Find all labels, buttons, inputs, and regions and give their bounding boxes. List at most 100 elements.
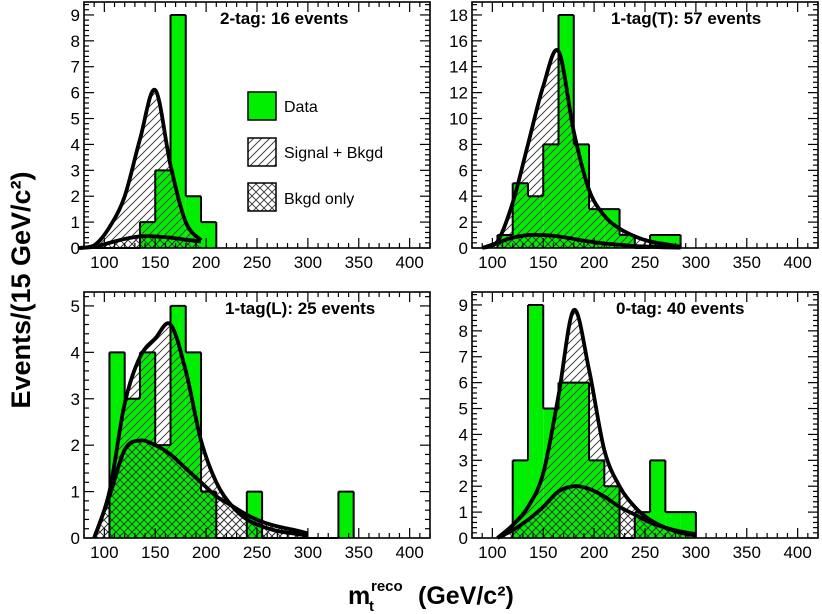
panel-title: 1-tag(L): 25 events	[225, 299, 375, 318]
x-tick-label: 150	[141, 253, 169, 272]
signal-plus-bkgd-curve	[481, 47, 681, 250]
x-tick-label: 100	[90, 543, 118, 562]
y-tick-label: 5	[459, 400, 468, 419]
x-tick-label: 150	[529, 543, 557, 562]
y-tick-label: 4	[71, 135, 80, 154]
data-histogram-outline	[496, 13, 682, 249]
x-axis-label-superscript: reco	[371, 578, 403, 595]
legend-data-swatch	[247, 91, 277, 121]
bkgd-only-curve	[481, 232, 681, 250]
x-tick-label: 350	[345, 543, 373, 562]
legend-signal-label: Signal + Bkgd	[284, 145, 383, 162]
panel-2: 100 150 200 250 300 350 400 0 2 4 6 8 10 12 14 16 18 1-ta…	[449, 1, 819, 272]
y-tick-label: 6	[459, 374, 468, 393]
y-tick-label: 7	[459, 348, 468, 367]
x-tick-label: 100	[478, 543, 506, 562]
x-tick-label: 150	[141, 543, 169, 562]
x-tick-label: 150	[529, 253, 557, 272]
legend-data-label: Data	[284, 99, 318, 116]
y-tick-label: 1	[71, 213, 80, 232]
x-tick-label: 250	[243, 543, 271, 562]
y-tick-label: 4	[71, 343, 80, 362]
y-tick-label: 0	[71, 239, 80, 258]
y-tick-label: 6	[71, 84, 80, 103]
x-tick-label: 200	[580, 543, 608, 562]
y-tick-label: 2	[71, 436, 80, 455]
y-tick-label: 10	[449, 110, 468, 129]
panel-4: 100 150 200 250 300 350 400 0 1 2 3 4 5 6 7 8 9 0-tag: 40…	[459, 291, 819, 562]
x-tick-label: 200	[580, 253, 608, 272]
y-tick-label: 4	[459, 187, 468, 206]
y-tick-label: 8	[459, 135, 468, 154]
x-tick-label: 400	[783, 543, 811, 562]
x-tick-label: 300	[682, 253, 710, 272]
y-tick-label: 3	[459, 451, 468, 470]
y-tick-label: 16	[449, 32, 468, 51]
x-tick-label: 350	[733, 543, 761, 562]
signal-plus-bkgd-curve	[78, 88, 203, 250]
y-tick-label: 9	[459, 296, 468, 315]
y-tick-label: 8	[71, 32, 80, 51]
y-tick-label: 5	[71, 110, 80, 129]
y-tick-label: 18	[449, 6, 468, 25]
x-tick-label: 400	[783, 253, 811, 272]
bkgd-only-curve	[496, 484, 697, 540]
x-tick-label: 250	[631, 543, 659, 562]
x-tick-label: 300	[682, 543, 710, 562]
data-bar	[201, 222, 217, 248]
y-tick-label: 6	[459, 161, 468, 180]
x-axis-label: m t reco (GeV/c²)	[348, 578, 514, 614]
data-bar	[650, 460, 666, 538]
panel-title: 0-tag: 40 events	[616, 299, 745, 318]
y-tick-label: 14	[449, 58, 468, 77]
y-tick-label: 0	[71, 529, 80, 548]
x-tick-label: 100	[478, 253, 506, 272]
signal-plus-bkgd-area	[497, 309, 696, 538]
x-tick-label: 250	[243, 253, 271, 272]
y-tick-label: 9	[71, 6, 80, 25]
y-tick-label: 3	[71, 161, 80, 180]
x-tick-label: 400	[395, 543, 423, 562]
y-tick-label: 1	[459, 503, 468, 522]
x-tick-label: 400	[395, 253, 423, 272]
legend: Data Signal + Bkgd Bkgd only	[247, 91, 383, 212]
panel-3: 100 150 200 250 300 350 400 0 1 2 3 4 5 1-tag(L): 25 …	[71, 291, 431, 562]
data-bar	[338, 491, 354, 538]
legend-bkgd-swatch	[247, 182, 277, 212]
x-axis-label-subscript: t	[369, 598, 374, 614]
x-tick-label: 300	[294, 543, 322, 562]
x-axis-label-units: (GeV/c²)	[418, 582, 514, 610]
y-tick-label: 5	[71, 297, 80, 316]
y-tick-label: 12	[449, 84, 468, 103]
legend-signal-swatch	[247, 137, 277, 167]
panel-1: 100 150 200 250 300 350 400 0 1 2 3 4 5 6 7 8 9 2-tag: 16…	[71, 1, 431, 272]
y-tick-label: 1	[71, 483, 80, 502]
bkgd-only-curve	[78, 234, 202, 250]
y-tick-label: 0	[459, 529, 468, 548]
x-axis-label-main: m	[348, 582, 370, 610]
y-axis-label: Events/(15 GeV/c²)	[6, 171, 36, 408]
x-tick-label: 100	[90, 253, 118, 272]
y-tick-label: 3	[71, 390, 80, 409]
y-tick-label: 8	[459, 322, 468, 341]
x-tick-label: 200	[192, 543, 220, 562]
signal-plus-bkgd-area	[482, 49, 681, 248]
y-tick-label: 2	[459, 213, 468, 232]
x-tick-label: 350	[345, 253, 373, 272]
legend-bkgd-label: Bkgd only	[284, 191, 354, 208]
y-tick-label: 4	[459, 425, 468, 444]
y-tick-label: 2	[71, 187, 80, 206]
bkgd-only-curve	[92, 438, 309, 539]
y-tick-label: 2	[459, 477, 468, 496]
panel-title: 2-tag: 16 events	[220, 9, 349, 28]
y-tick-label: 7	[71, 58, 80, 77]
signal-plus-bkgd-area	[78, 89, 202, 248]
x-tick-label: 300	[294, 253, 322, 272]
x-tick-label: 200	[192, 253, 220, 272]
x-tick-label: 250	[631, 253, 659, 272]
x-tick-label: 350	[733, 253, 761, 272]
y-tick-label: 0	[459, 239, 468, 258]
bkgd-only-area	[497, 486, 696, 538]
